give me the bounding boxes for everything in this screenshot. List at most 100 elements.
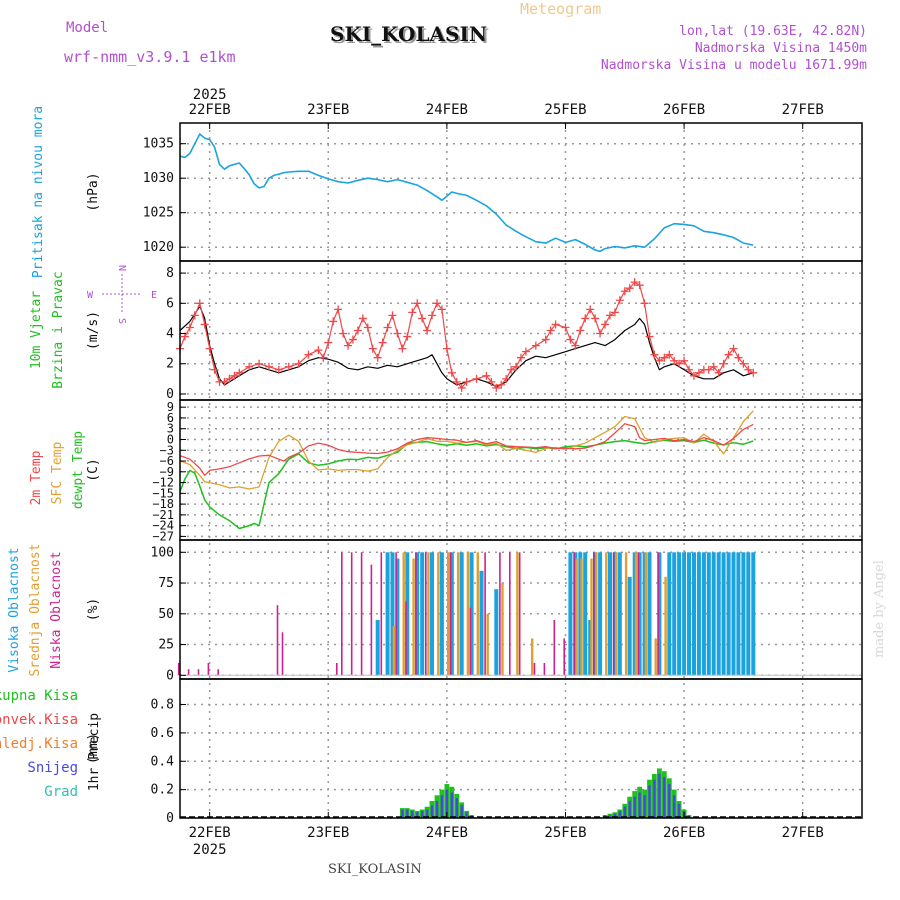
wind-gust-marker xyxy=(689,371,698,380)
precip-snow-bar xyxy=(460,805,463,818)
cloud-high-bar xyxy=(583,552,588,676)
cloud-high-bar xyxy=(632,552,637,676)
precip-unit-label: (mm) xyxy=(86,733,101,764)
y-tick-label: −15 xyxy=(152,486,174,500)
wind-gust-marker xyxy=(403,332,412,341)
y-tick-label: 2 xyxy=(166,357,174,372)
wind-gust-marker xyxy=(393,329,402,338)
cloud-low-bar xyxy=(553,620,556,676)
top-date-label: 24FEB xyxy=(426,102,468,118)
cloud-low-bar xyxy=(350,552,353,676)
bottom-date-label: 24FEB xyxy=(426,825,468,841)
grid-layer xyxy=(180,123,862,819)
temp-2m-axis-title: 2m Temp xyxy=(29,450,44,505)
cloud-low-bar xyxy=(405,601,407,676)
cloud-high-bar xyxy=(593,552,598,676)
cloud-mid-bar xyxy=(580,558,583,676)
temperature-panel-frame xyxy=(179,399,863,541)
cloud-high-bar xyxy=(612,552,617,676)
cloud-low-bar xyxy=(657,552,659,676)
y-tick-label: −9 xyxy=(160,465,174,479)
y-tick-label: 50 xyxy=(158,607,174,622)
wind-gust-marker xyxy=(670,356,679,365)
y-tick-label: 0.4 xyxy=(151,754,175,769)
y-tick-label: −6 xyxy=(160,454,174,468)
wind-gust-marker xyxy=(502,374,511,383)
precip-snow-bar xyxy=(411,810,414,818)
precip-snow-bar xyxy=(435,801,439,818)
bottom-date-label: 22FEB xyxy=(189,825,231,841)
y-tick-label: 0.2 xyxy=(151,783,174,798)
wind-gust-marker xyxy=(413,299,422,308)
y-tick-label: 0 xyxy=(167,432,174,446)
wind-gust-marker xyxy=(620,287,629,296)
cloud-high-bar xyxy=(375,620,380,676)
cloud-mid-axis-title: Srednja Oblacnost xyxy=(28,543,43,676)
wind-gust-marker xyxy=(482,371,491,380)
wind-gust-marker xyxy=(724,350,733,359)
model-elevation: Nadmorska Visina u modelu 1671.99m xyxy=(600,58,867,73)
cloud-low-bar xyxy=(563,638,565,676)
precip-snow-bar xyxy=(643,795,646,818)
cloud-high-bar xyxy=(716,552,721,676)
cloud-low-bar xyxy=(281,632,284,676)
cloud-mid-bar xyxy=(595,552,598,676)
wind-gust-marker xyxy=(615,296,624,305)
y-tick-label: 0.6 xyxy=(151,726,174,741)
precip-snow-bar xyxy=(440,795,444,818)
precip-snow-bar xyxy=(663,776,666,818)
wind-panel-frame xyxy=(179,260,863,401)
cloud-mid-bar xyxy=(575,558,578,676)
cloud-high-bar xyxy=(711,552,716,676)
bottom-date-label: 26FEB xyxy=(663,825,705,841)
wind-gust-marker xyxy=(274,365,283,374)
precip-axis-title: 1hr Precip xyxy=(87,713,102,791)
cloud-low-bar xyxy=(612,552,615,676)
wind-gust-marker xyxy=(749,368,758,377)
wind-gust-marker xyxy=(185,323,194,332)
y-tick-label: −12 xyxy=(152,476,174,490)
cloud-high-bar xyxy=(701,552,706,676)
wind-gust-marker xyxy=(353,326,362,335)
cloud-mid-bar xyxy=(516,552,519,676)
y-tick-label: 0 xyxy=(166,387,174,402)
wind-gust-marker xyxy=(437,305,446,314)
cloud-mid-bar xyxy=(476,552,479,676)
cloud-mid-bar xyxy=(447,552,450,676)
wind-gust-marker xyxy=(744,365,753,374)
precip-legend-item: Grad xyxy=(44,784,78,800)
wind-gust-marker xyxy=(704,365,713,374)
cloud-mid-bar xyxy=(615,552,618,676)
precip-snow-bar xyxy=(668,784,671,818)
cloud-high-bar xyxy=(721,552,726,676)
cloud-mid-bar xyxy=(412,558,415,676)
cloud-low-bar xyxy=(395,552,397,676)
y-tick-label: −3 xyxy=(160,443,174,457)
cloud-high-bar xyxy=(657,552,662,676)
cloud-unit-label: (%) xyxy=(86,598,101,621)
wind-gust-marker xyxy=(591,314,600,323)
wind-gust-marker xyxy=(521,347,530,356)
precip-snow-bar xyxy=(677,803,681,818)
wind-gust-marker xyxy=(507,365,516,374)
cloud-mid-bar xyxy=(664,576,667,676)
precip-snow-bar xyxy=(618,810,621,818)
model-name: wrf-nmm_v3.9.1 e1km xyxy=(64,48,236,66)
precip-snow-bar xyxy=(425,809,429,818)
wind-gust-marker xyxy=(314,346,323,355)
wind-gust-line xyxy=(179,281,754,389)
cloud-low-bar xyxy=(469,607,472,676)
y-tick-label: 6 xyxy=(166,296,174,311)
wind-gust-marker xyxy=(640,299,649,308)
cloud-low-bar xyxy=(276,605,279,676)
cloud-mid-bar xyxy=(634,552,638,676)
precip-snow-bar xyxy=(628,801,631,818)
cloud-mid-bar xyxy=(590,558,593,676)
cloud-low-bar xyxy=(593,552,595,676)
wind-gust-marker xyxy=(220,377,229,386)
wind-gust-marker xyxy=(630,278,639,287)
cloud-mid-bar xyxy=(486,613,489,676)
precip-snow-bar xyxy=(608,815,612,818)
wind-gust-marker xyxy=(363,323,372,332)
cloud-high-bar xyxy=(568,552,573,676)
